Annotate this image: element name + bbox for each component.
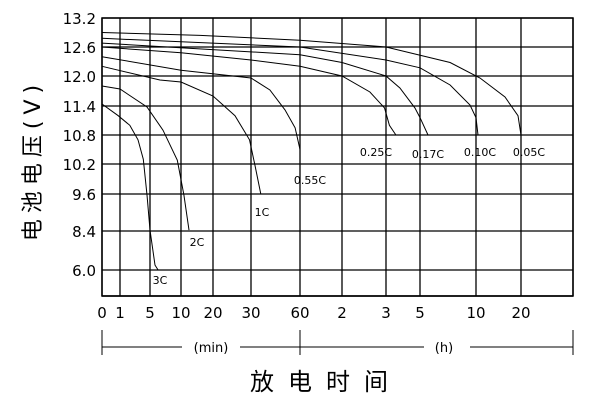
series-labels: 3C 2C 1C 0.55C 0.25C 0.17C 0.10C 0.05C — [153, 146, 546, 287]
y-tick-labels: 13.2 12.6 12.0 11.4 10.8 10.2 9.6 8.4 6.0 — [63, 10, 96, 280]
series-label: 0.55C — [294, 174, 326, 187]
x-tick-label: 30 — [241, 304, 260, 322]
x-tick-label: 2 — [337, 304, 347, 322]
x-tick-label: 20 — [511, 304, 530, 322]
series-label: 0.05C — [513, 146, 545, 159]
x-tick-label: 10 — [466, 304, 485, 322]
series-line-0.10C — [101, 37, 479, 136]
y-tick-label: 11.4 — [63, 98, 96, 116]
y-tick-label: 10.8 — [63, 127, 96, 145]
series-line-0.17C — [101, 42, 429, 136]
x-unit-h: (h) — [435, 341, 453, 356]
x-tick-label: 3 — [381, 304, 391, 322]
y-tick-label: 6.0 — [72, 262, 96, 280]
series-line-1C — [101, 65, 262, 195]
x-unit-bracket: (min) (h) — [101, 330, 574, 356]
series-label: 3C — [153, 274, 168, 287]
x-unit-min: (min) — [194, 341, 229, 356]
x-tick-label: 5 — [415, 304, 425, 322]
plot-frame — [101, 17, 574, 297]
y-tick-label: 10.2 — [63, 156, 96, 174]
curves — [101, 32, 522, 271]
x-axis-title: 放电时间 — [250, 368, 402, 396]
series-line-3C — [101, 103, 159, 271]
series-line-0.05C — [101, 32, 522, 136]
y-tick-label: 13.2 — [63, 10, 96, 28]
series-line-0.55C — [101, 56, 301, 150]
series-label: 1C — [255, 206, 270, 219]
grid — [101, 17, 574, 297]
x-tick-label: 20 — [203, 304, 222, 322]
x-tick-label: 60 — [290, 304, 309, 322]
series-label: 0.25C — [360, 146, 392, 159]
y-tick-label: 12.6 — [63, 39, 96, 57]
y-tick-label: 9.6 — [72, 186, 96, 204]
series-label: 2C — [190, 236, 205, 249]
x-tick-label: 5 — [145, 304, 155, 322]
y-axis-title: 电池电压(V) — [21, 79, 46, 241]
x-tick-label: 10 — [171, 304, 190, 322]
series-line-0.25C — [101, 46, 397, 136]
series-label: 0.10C — [464, 146, 496, 159]
series-line-2C — [101, 85, 190, 231]
x-tick-label: 0 — [97, 304, 107, 322]
series-label: 0.17C — [412, 148, 444, 161]
y-tick-label: 12.0 — [63, 68, 96, 86]
y-tick-label: 8.4 — [72, 223, 96, 241]
x-tick-label: 1 — [115, 304, 125, 322]
x-tick-labels: 0 1 5 10 20 30 60 2 3 5 10 20 — [97, 304, 530, 322]
